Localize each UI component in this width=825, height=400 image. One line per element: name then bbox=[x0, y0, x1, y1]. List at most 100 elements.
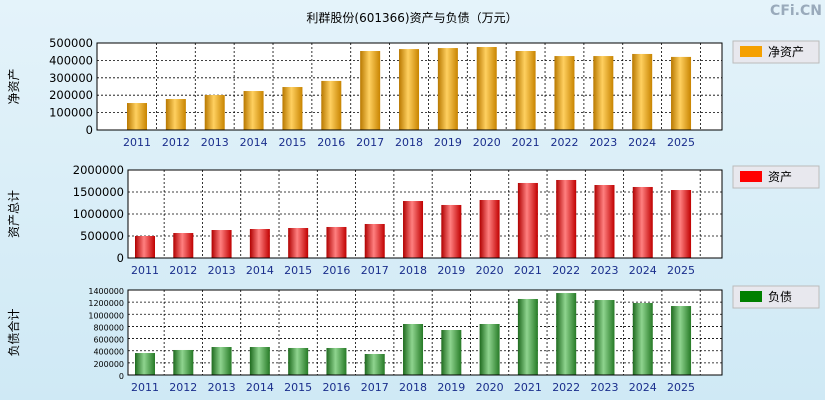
y-tick-label: 2000000 bbox=[73, 163, 124, 177]
y-tick-label: 1200000 bbox=[88, 299, 124, 308]
x-tick-label: 2016 bbox=[317, 136, 345, 149]
legend: 负债 bbox=[732, 285, 820, 309]
legend: 资产 bbox=[732, 165, 820, 189]
y-tick-label: 1000000 bbox=[88, 311, 124, 320]
bar-2022 bbox=[556, 179, 577, 258]
x-tick-label: 2018 bbox=[399, 264, 427, 277]
bar-2023 bbox=[593, 56, 614, 130]
legend-label: 资产 bbox=[768, 170, 792, 184]
bar-2015 bbox=[282, 87, 303, 130]
bar-2024 bbox=[632, 302, 653, 375]
x-tick-label: 2022 bbox=[552, 264, 580, 277]
x-tick-label: 2019 bbox=[437, 264, 465, 277]
bar-2021 bbox=[517, 182, 538, 258]
x-tick-label: 2015 bbox=[278, 136, 306, 149]
bar-2022 bbox=[554, 56, 575, 130]
watermark: CFi.CN bbox=[770, 3, 822, 19]
bar-2023 bbox=[594, 300, 615, 375]
bar-2020 bbox=[476, 47, 497, 130]
x-tick-label: 2021 bbox=[512, 136, 540, 149]
chart-panel-3: 0 200000 400000 600000 800000 1000000 1200000 1… bbox=[6, 285, 820, 394]
bar-2020 bbox=[479, 200, 500, 258]
bar-2024 bbox=[632, 186, 653, 258]
x-tick-label: 2011 bbox=[131, 381, 159, 394]
x-tick-label: 2011 bbox=[123, 136, 151, 149]
legend-swatch bbox=[740, 46, 762, 57]
x-tick-label: 2015 bbox=[284, 381, 312, 394]
x-tick-label: 2017 bbox=[361, 264, 389, 277]
x-tick-label: 2025 bbox=[667, 136, 695, 149]
bar-2016 bbox=[321, 80, 342, 130]
bar-2014 bbox=[249, 347, 270, 375]
x-tick-label: 2012 bbox=[169, 264, 197, 277]
bar-2016 bbox=[326, 226, 347, 258]
y-tick-label: 400000 bbox=[93, 348, 124, 357]
y-tick-label: 200000 bbox=[49, 88, 93, 102]
bar-2024 bbox=[632, 53, 653, 130]
x-tick-label: 2012 bbox=[162, 136, 190, 149]
y-tick-label: 1000000 bbox=[73, 207, 124, 221]
bar-2019 bbox=[441, 330, 462, 375]
bar-2018 bbox=[403, 324, 424, 375]
bar-2014 bbox=[249, 229, 270, 258]
y-tick-label: 500000 bbox=[80, 229, 124, 243]
x-tick-label: 2018 bbox=[399, 381, 427, 394]
x-tick-label: 2014 bbox=[246, 381, 274, 394]
y-tick-label: 1500000 bbox=[73, 185, 124, 199]
x-tick-label: 2013 bbox=[208, 264, 236, 277]
y-tick-label: 0 bbox=[119, 372, 124, 381]
y-tick-label: 0 bbox=[117, 251, 124, 265]
y-axis-label: 净资产 bbox=[7, 68, 21, 104]
x-tick-label: 2024 bbox=[628, 136, 656, 149]
x-tick-label: 2016 bbox=[322, 381, 350, 394]
x-tick-label: 2013 bbox=[201, 136, 229, 149]
bar-2025 bbox=[671, 190, 692, 258]
x-tick-label: 2022 bbox=[550, 136, 578, 149]
bar-2025 bbox=[671, 306, 692, 375]
y-tick-label: 600000 bbox=[93, 336, 124, 345]
bar-2017 bbox=[360, 51, 381, 131]
x-tick-label: 2021 bbox=[514, 264, 542, 277]
bar-2017 bbox=[364, 223, 385, 258]
legend-label: 净资产 bbox=[768, 45, 804, 59]
x-tick-label: 2011 bbox=[131, 264, 159, 277]
x-tick-label: 2024 bbox=[629, 264, 657, 277]
bar-2020 bbox=[479, 324, 500, 375]
x-tick-label: 2014 bbox=[246, 264, 274, 277]
bar-2013 bbox=[211, 347, 232, 375]
bar-2019 bbox=[437, 48, 458, 130]
bar-2012 bbox=[165, 99, 186, 130]
y-tick-label: 0 bbox=[86, 123, 93, 137]
x-tick-label: 2014 bbox=[240, 136, 268, 149]
y-tick-label: 1400000 bbox=[88, 287, 124, 296]
chart-panel-1: 0 100000 200000 300000 400000 500000 2011 2012 2… bbox=[7, 36, 820, 149]
chart-title: 利群股份(601366)资产与负债（万元） bbox=[306, 11, 517, 25]
y-tick-label: 100000 bbox=[49, 106, 93, 120]
x-tick-label: 2019 bbox=[437, 381, 465, 394]
bar-2015 bbox=[288, 347, 309, 375]
bar-2018 bbox=[403, 201, 424, 258]
bar-2021 bbox=[517, 298, 538, 375]
bar-2013 bbox=[204, 95, 225, 130]
bar-2022 bbox=[556, 293, 577, 375]
bar-2011 bbox=[135, 353, 155, 375]
legend-swatch bbox=[740, 291, 762, 302]
x-tick-label: 2019 bbox=[434, 136, 462, 149]
bar-2015 bbox=[288, 227, 309, 258]
x-tick-label: 2025 bbox=[667, 264, 695, 277]
bar-2025 bbox=[671, 56, 692, 130]
x-tick-label: 2021 bbox=[514, 381, 542, 394]
bar-2018 bbox=[399, 49, 420, 131]
bar-2012 bbox=[173, 233, 194, 258]
bar-2017 bbox=[364, 353, 385, 375]
x-tick-label: 2024 bbox=[629, 381, 657, 394]
y-tick-label: 800000 bbox=[93, 323, 124, 332]
x-tick-label: 2016 bbox=[322, 264, 350, 277]
x-tick-label: 2020 bbox=[476, 381, 504, 394]
x-tick-label: 2013 bbox=[208, 381, 236, 394]
x-tick-label: 2015 bbox=[284, 264, 312, 277]
x-tick-label: 2012 bbox=[169, 381, 197, 394]
plot-border bbox=[96, 42, 723, 131]
bar-2014 bbox=[243, 91, 264, 130]
